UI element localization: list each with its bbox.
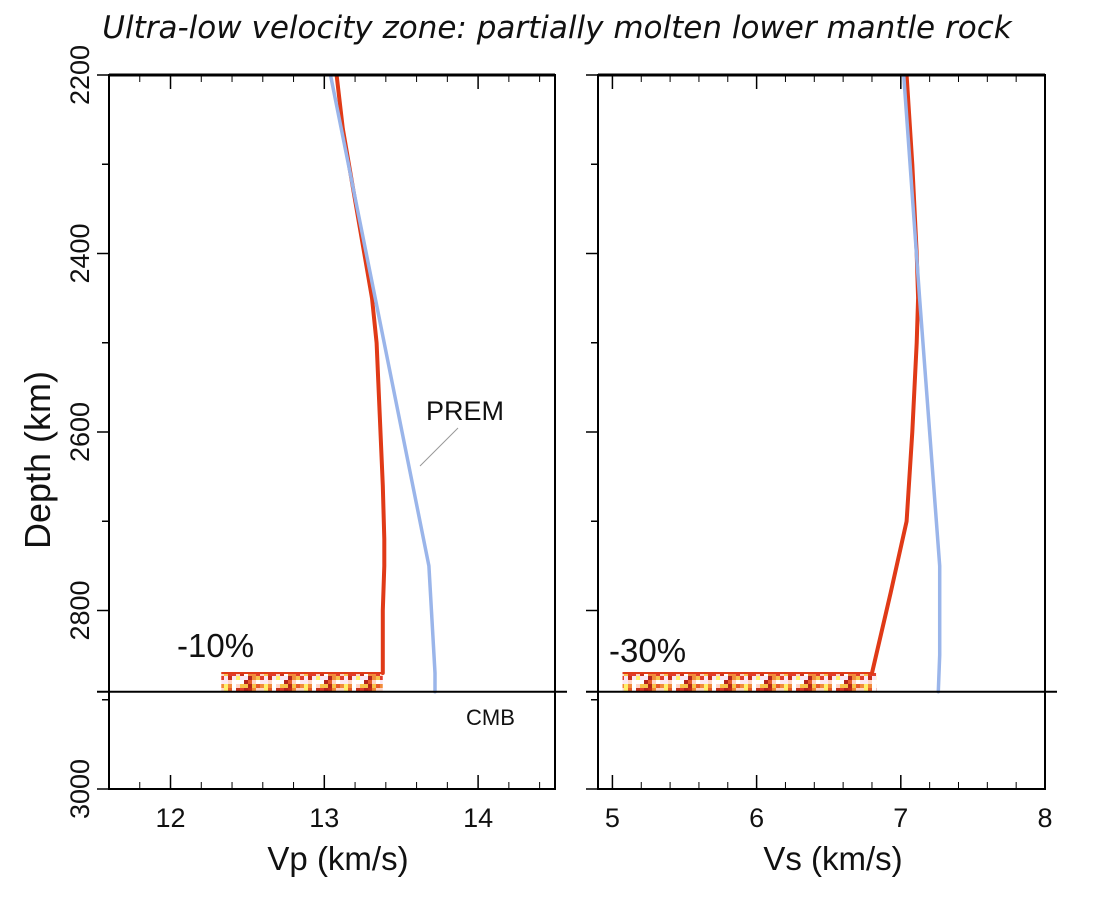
vp-ulvz-block bbox=[221, 672, 383, 692]
y-tick-label: 2600 bbox=[65, 402, 95, 462]
vp-prem-line bbox=[328, 75, 437, 694]
vp-ticks: 12 13 14 2200 2400 2600 2800 3000 bbox=[65, 45, 541, 833]
vp-x-tick-label: 13 bbox=[309, 803, 339, 833]
vs-prem-line bbox=[901, 75, 942, 694]
y-tick-label: 2400 bbox=[65, 223, 95, 283]
vs-x-tick-label: 8 bbox=[1037, 803, 1052, 833]
vp-model-line bbox=[334, 75, 387, 675]
vs-x-tick-label: 7 bbox=[893, 803, 908, 833]
prem-label: PREM bbox=[426, 396, 504, 426]
vs-ulvz-block bbox=[622, 672, 877, 692]
vp-panel: 12 13 14 2200 2400 2600 2800 3000 Vp (km/s) bbox=[65, 45, 567, 877]
vs-ulvz-rect bbox=[622, 672, 877, 692]
vp-x-tick-label: 14 bbox=[463, 803, 493, 833]
vp-ulvz-rect bbox=[221, 672, 383, 692]
vs-x-axis-label: Vs (km/s) bbox=[763, 840, 902, 877]
vp-x-tick-label: 12 bbox=[155, 803, 185, 833]
vs-ticks: 5 6 7 8 bbox=[586, 74, 1053, 833]
cmb-label: CMB bbox=[466, 705, 515, 730]
vs-panel: 5 6 7 8 Vs (km/s) bbox=[586, 73, 1057, 877]
prem-leader-line bbox=[419, 427, 459, 467]
vp-x-axis-label: Vp (km/s) bbox=[267, 840, 408, 877]
vs-x-tick-label: 5 bbox=[605, 803, 620, 833]
y-axis-label: Depth (km) bbox=[17, 371, 58, 549]
y-tick-label: 2200 bbox=[65, 45, 95, 105]
vp-lines bbox=[221, 75, 437, 694]
chart-title: Ultra-low velocity zone: partially molte… bbox=[102, 10, 1012, 46]
y-tick-label: 3000 bbox=[65, 759, 95, 819]
vp-reduction-label: -10% bbox=[177, 627, 254, 664]
vs-lines bbox=[622, 75, 942, 694]
vs-x-tick-label: 6 bbox=[749, 803, 764, 833]
y-tick-label: 2800 bbox=[65, 580, 95, 640]
vs-reduction-label: -30% bbox=[609, 632, 686, 669]
